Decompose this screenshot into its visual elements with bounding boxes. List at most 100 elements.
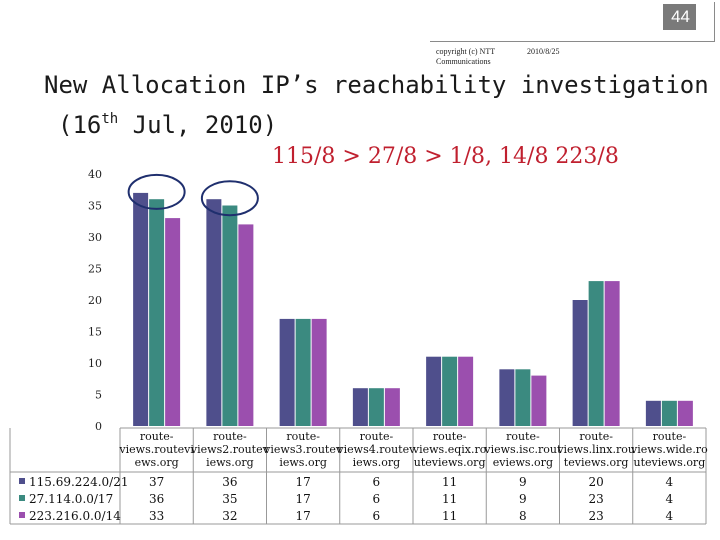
copyright-line-2: Communications [436,57,491,66]
bar-1-4 [442,356,458,426]
y-tick-label-5: 25 [88,263,102,276]
bar-2-5 [531,375,547,426]
category-label-7-line-2: uteviews.org [634,456,706,469]
bar-0-2 [279,318,295,426]
legend-label-1: 27.114.0.0/17 [29,492,113,506]
category-label-7-line-0: route- [653,430,687,443]
page-header-bar: 44 [0,0,720,44]
data-label-0-3: 6 [373,475,381,489]
category-label-5-line-0: route- [506,430,540,443]
data-label-0-7: 4 [666,475,674,489]
data-label-0-5: 9 [519,475,527,489]
category-label-2-line-1: views3.routev [263,443,343,456]
legend-swatch-2 [19,512,25,518]
bar-2-3 [384,388,400,426]
y-tick-label-6: 30 [88,231,102,244]
y-tick-label-2: 10 [88,357,102,370]
bar-0-4 [426,356,442,426]
slide-date: 2010/8/25 [527,47,560,56]
category-label-2-line-0: route- [286,430,320,443]
bar-2-0 [165,218,181,426]
category-label-4-line-0: route- [433,430,467,443]
highlight-ring-0 [127,173,186,210]
y-tick-label-3: 15 [88,326,102,339]
category-label-3-line-2: iews.org [353,456,401,469]
copyright-line-1: copyright (c) NTT [436,47,496,56]
data-label-1-1: 35 [222,492,237,506]
bar-1-7 [661,400,677,426]
category-label-1-line-1: views2.routev [190,443,270,456]
bar-1-2 [295,318,311,426]
legend-label-2: 223.216.0.0/14 [29,509,121,523]
category-label-3-line-0: route- [360,430,394,443]
subtitle-post: Jul, 2010) [118,111,278,139]
bar-2-6 [604,281,620,426]
y-tick-label-1: 5 [95,389,102,402]
data-label-2-0: 33 [149,509,164,523]
bar-1-5 [515,369,531,426]
data-label-0-2: 17 [295,475,310,489]
y-tick-label-0: 0 [95,420,102,433]
bar-0-1 [206,199,222,426]
bar-2-2 [311,318,327,426]
legend-swatch-1 [19,495,25,501]
category-label-1-line-2: iews.org [206,456,254,469]
bar-2-4 [458,356,474,426]
header-rule [430,41,715,42]
category-label-5-line-1: views.isc.rout [483,443,562,456]
bar-0-5 [499,369,515,426]
data-label-2-6: 23 [588,509,603,523]
bar-1-1 [222,205,238,426]
data-label-0-6: 20 [588,475,603,489]
bar-1-6 [588,281,604,426]
legend-label-0: 115.69.224.0/21 [29,475,128,489]
subtitle-pre: (16 [58,111,102,139]
bar-2-7 [677,400,693,426]
data-label-2-1: 32 [222,509,237,523]
highlight-ring-1 [200,180,259,217]
y-tick-label-8: 40 [88,168,102,181]
data-label-1-0: 36 [149,492,164,506]
category-label-7-line-1: views.wide.ro [630,443,708,456]
data-label-1-7: 4 [666,492,674,506]
bar-2-1 [238,224,254,426]
category-label-6-line-2: teviews.org [564,456,629,469]
data-label-1-5: 9 [519,492,527,506]
bar-0-0 [133,192,149,426]
data-label-1-3: 6 [373,492,381,506]
category-label-6-line-0: route- [579,430,613,443]
category-label-0-line-2: ews.org [135,456,179,469]
data-label-0-1: 36 [222,475,237,489]
data-label-2-2: 17 [295,509,310,523]
bar-0-7 [645,400,661,426]
category-label-6-line-1: views.linx.rou [556,443,635,456]
category-label-4-line-2: uteviews.org [414,456,486,469]
bar-1-3 [368,388,384,426]
copyright-note: copyright (c) NTT Communications [436,47,495,67]
data-label-2-4: 11 [442,509,457,523]
category-label-0-line-1: views.routevi [118,443,194,456]
bar-0-3 [352,388,368,426]
category-label-1-line-0: route- [213,430,247,443]
chart-annotation: 115/8 > 27/8 > 1/8, 14/8 223/8 [272,144,619,169]
slide-title: New Allocation IP’s reachability investi… [44,71,709,99]
data-label-0-0: 37 [149,475,164,489]
subtitle-superscript: th [101,111,119,127]
category-label-4-line-1: views.eqix.ro [412,443,487,456]
data-label-2-3: 6 [373,509,381,523]
y-tick-label-4: 20 [88,294,102,307]
data-label-1-2: 17 [295,492,310,506]
category-label-2-line-2: iews.org [279,456,327,469]
category-label-3-line-1: views4.routev [336,443,416,456]
data-label-2-5: 8 [519,509,527,523]
legend-swatch-0 [19,478,25,484]
data-label-1-4: 11 [442,492,457,506]
category-label-0-line-0: route- [140,430,174,443]
y-tick-label-7: 35 [88,200,102,213]
bar-0-6 [572,300,588,426]
slide-subtitle: (16th Jul, 2010) [58,104,277,140]
header-rule-vertical [714,2,715,42]
category-label-5-line-2: eviews.org [493,456,553,469]
data-label-1-6: 23 [588,492,603,506]
